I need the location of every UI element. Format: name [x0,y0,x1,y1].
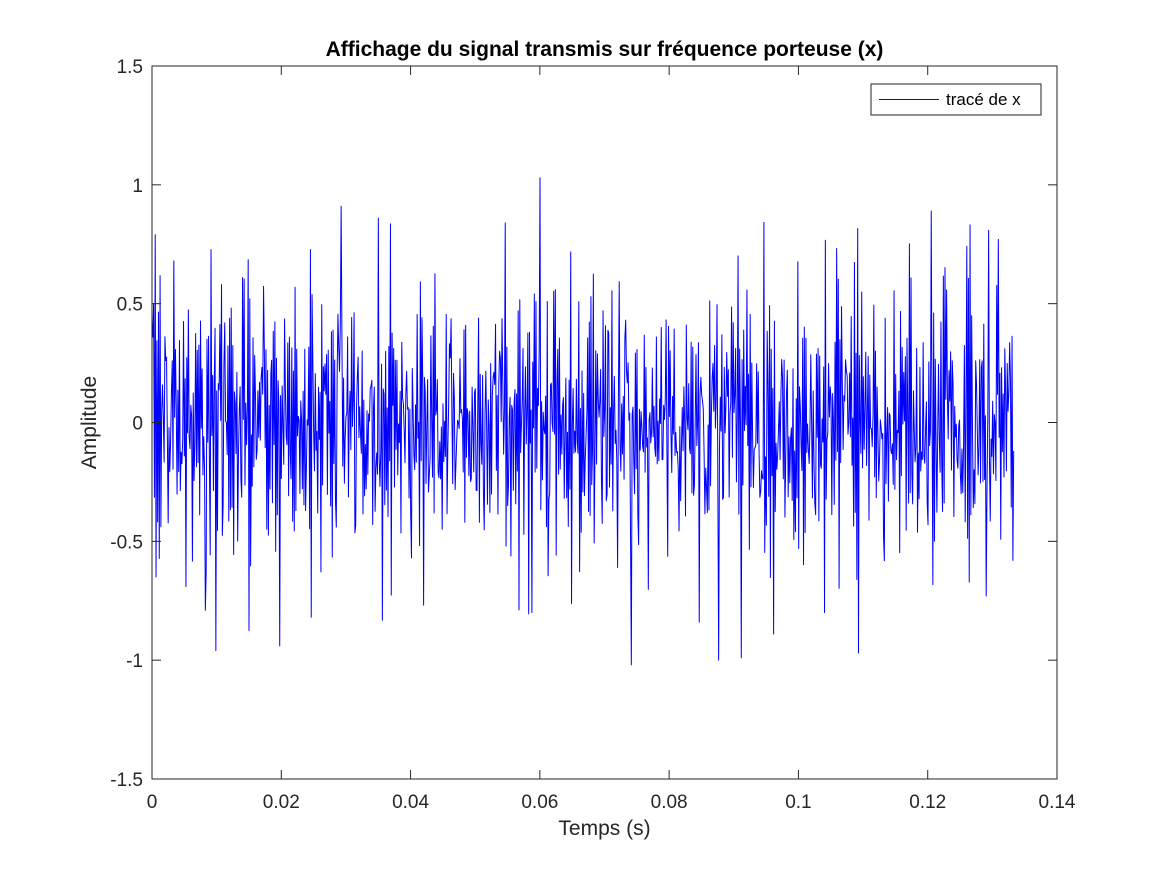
x-tick-label: 0.14 [1039,792,1076,813]
chart-title: Affichage du signal transmis sur fréquen… [326,38,884,61]
y-tick-label: -1 [126,651,143,672]
x-tick-label: 0.02 [263,792,300,813]
y-tick-label: 1 [132,176,143,197]
legend-entry-label: tracé de x [946,90,1021,109]
legend: tracé de x [870,83,1042,116]
y-tick-label: -1.5 [110,770,143,791]
series-line-x [151,177,1015,666]
y-tick-label: 0.5 [117,295,143,316]
x-tick-label: 0.1 [785,792,811,813]
x-tick-label: 0.08 [651,792,688,813]
y-tick-label: -0.5 [110,532,143,553]
x-tick-label: 0.12 [909,792,946,813]
x-tick-label: 0 [147,792,158,813]
y-tick-label: 0 [132,414,143,435]
series-layer [151,177,1015,666]
y-tick-label: 1.5 [117,57,143,78]
ticks-layer: 0 0.02 0.04 0.06 0.08 0.1 0.12 0.14 -1.5 -1 -0.5 0 0… [110,57,1076,813]
x-axis-label: Temps (s) [558,817,650,840]
y-axis-label: Amplitude [78,376,101,469]
x-tick-label: 0.06 [521,792,558,813]
x-tick-label: 0.04 [392,792,429,813]
